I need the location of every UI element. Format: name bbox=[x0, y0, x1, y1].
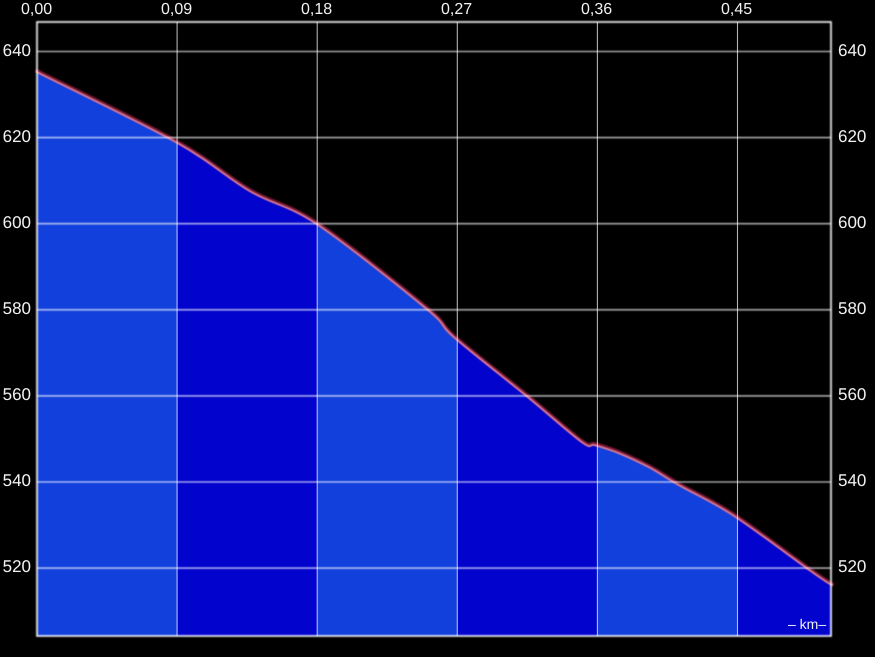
svg-text:0,36: 0,36 bbox=[581, 1, 612, 18]
svg-text:540: 540 bbox=[838, 471, 866, 490]
svg-text:0,27: 0,27 bbox=[441, 1, 472, 18]
svg-text:600: 600 bbox=[3, 213, 31, 232]
svg-text:560: 560 bbox=[838, 385, 866, 404]
svg-text:600: 600 bbox=[838, 213, 866, 232]
svg-text:0,45: 0,45 bbox=[721, 1, 752, 18]
svg-text:620: 620 bbox=[838, 127, 866, 146]
svg-text:0,00: 0,00 bbox=[21, 1, 52, 18]
svg-text:580: 580 bbox=[3, 299, 31, 318]
svg-text:– km–: – km– bbox=[788, 616, 826, 632]
svg-text:640: 640 bbox=[3, 41, 31, 60]
svg-text:560: 560 bbox=[3, 385, 31, 404]
svg-text:0,18: 0,18 bbox=[301, 1, 332, 18]
svg-text:580: 580 bbox=[838, 299, 866, 318]
svg-text:620: 620 bbox=[3, 127, 31, 146]
svg-text:520: 520 bbox=[3, 557, 31, 576]
svg-text:640: 640 bbox=[838, 41, 866, 60]
svg-text:520: 520 bbox=[838, 557, 866, 576]
svg-text:0,09: 0,09 bbox=[161, 1, 192, 18]
svg-text:540: 540 bbox=[3, 471, 31, 490]
